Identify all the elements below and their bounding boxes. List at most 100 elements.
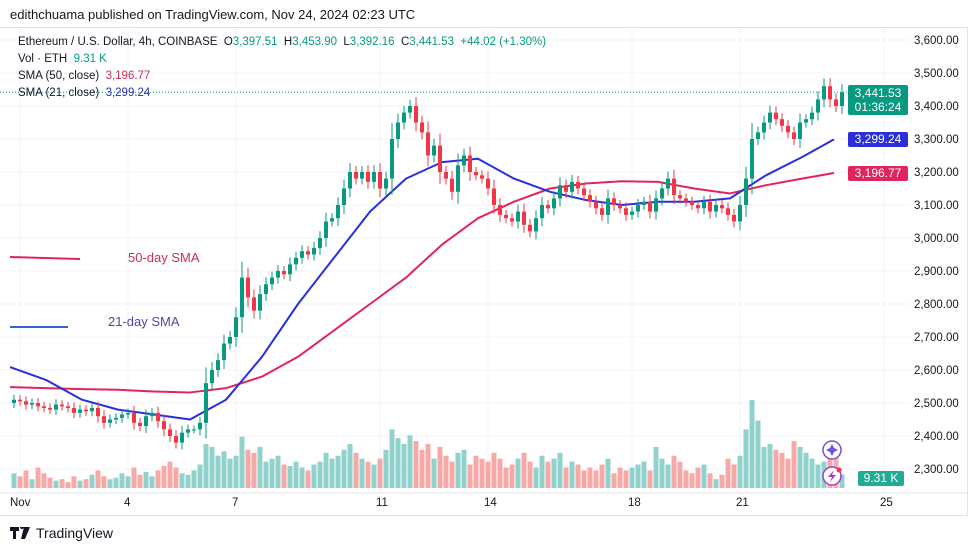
tradingview-logo[interactable]: TradingView [10,525,113,541]
volume-bar [209,446,215,488]
candle-body [84,409,88,412]
volume-bar [743,429,749,488]
candle-body [216,360,220,370]
volume-bar [149,476,155,488]
volume-bar [23,470,29,488]
volume-bar [521,452,527,488]
candle-body [600,208,604,215]
candle-body [228,337,232,344]
candle-body [828,86,832,100]
volume-bar [239,436,245,488]
candle-body [444,172,448,179]
candle-body [468,155,472,172]
volume-bar [317,461,323,488]
y-tick-label: 3,200.00 [914,167,959,179]
volume-bar [461,449,467,488]
x-tick-label: 21 [736,497,749,509]
candle-body [426,132,430,156]
change-value: +44.02 (+1.30%) [460,36,547,48]
candle-body [738,205,742,222]
volume-bar [245,449,251,488]
candle-body [414,106,418,123]
candle-body [798,122,802,139]
price-chart[interactable]: 3,600.00 3,500.00 3,400.00 3,300.00 3,200.00… [0,28,968,517]
chart-frame[interactable]: 3,600.00 3,500.00 3,400.00 3,300.00 3,200.00… [0,27,968,516]
volume-bar [515,458,521,488]
candle-body [642,201,646,205]
volume-bar [527,461,533,488]
candle-body [702,201,706,209]
candle-body [42,406,46,408]
volume-bar [287,466,293,488]
candle-body [168,429,172,436]
y-tick-label: 2,700.00 [914,332,959,344]
volume-bar [809,458,815,488]
candle-body [750,139,754,179]
volume-bar [299,467,305,488]
candle-body [720,205,724,209]
volume-bar [701,464,707,488]
candle-body [132,412,136,423]
candle-body [756,132,760,139]
volume-bar [641,461,647,488]
candle-body [18,399,22,402]
candle-body [840,92,844,106]
volume-bar [47,477,53,488]
volume-bar [113,477,119,488]
volume-bar [653,446,659,488]
candle-body [192,429,196,431]
notification-dot [836,467,842,473]
candle-body [108,419,112,423]
volume-bar [713,479,719,488]
candle-body [516,211,520,222]
volume-bar [293,461,299,488]
candle-body [264,284,268,295]
sma21-price-tag: 3,299.24 [848,132,908,147]
volume-bar [203,444,209,488]
candle-body [360,172,364,179]
candle-body [126,412,130,415]
candle-body [174,436,178,443]
candle-body [72,407,76,413]
volume-bar [737,455,743,488]
candle-body [594,201,598,209]
volume-bar [125,476,131,488]
volume-bar [173,467,179,488]
candle-body [576,181,580,189]
countdown: 01:36:24 [854,100,902,114]
candle-body [822,86,826,100]
volume-bar [233,455,239,488]
candle-body [366,172,370,182]
sma21-legend: SMA (21, close) 3,299.24 [18,87,151,99]
candle-body [504,214,508,219]
volume-bar [599,464,605,488]
volume-bar [509,464,515,488]
volume-bar [179,473,185,488]
volume-bar [539,455,545,488]
candle-body [654,198,658,212]
close-value: 3,441.53 [409,36,455,48]
volume-bar [161,466,167,488]
candle-body [372,172,376,182]
sma21-line [9,138,835,421]
volume-bar [29,479,35,488]
candle-body [78,409,82,413]
volume-bar [605,458,611,488]
y-tick-label: 2,500.00 [914,398,959,410]
candle-body [390,139,394,179]
volume-bar [221,451,227,488]
candle-body [816,99,820,113]
volume-bar [749,400,755,488]
x-tick-label: 25 [880,497,893,509]
candle-body [48,407,52,410]
symbol-legend: Ethereum / U.S. Dollar, 4h, COINBASE O3,… [18,36,547,48]
volume-bar [839,474,845,488]
symbol-title: Ethereum / U.S. Dollar, 4h, COINBASE [18,36,218,48]
candle-body [90,407,94,412]
volume-bar [443,455,449,488]
candle-body [186,429,190,433]
volume-bar [683,470,689,488]
sparkle-icon [826,444,838,456]
x-tick-label: 11 [376,497,388,509]
volume-bar [485,461,491,488]
